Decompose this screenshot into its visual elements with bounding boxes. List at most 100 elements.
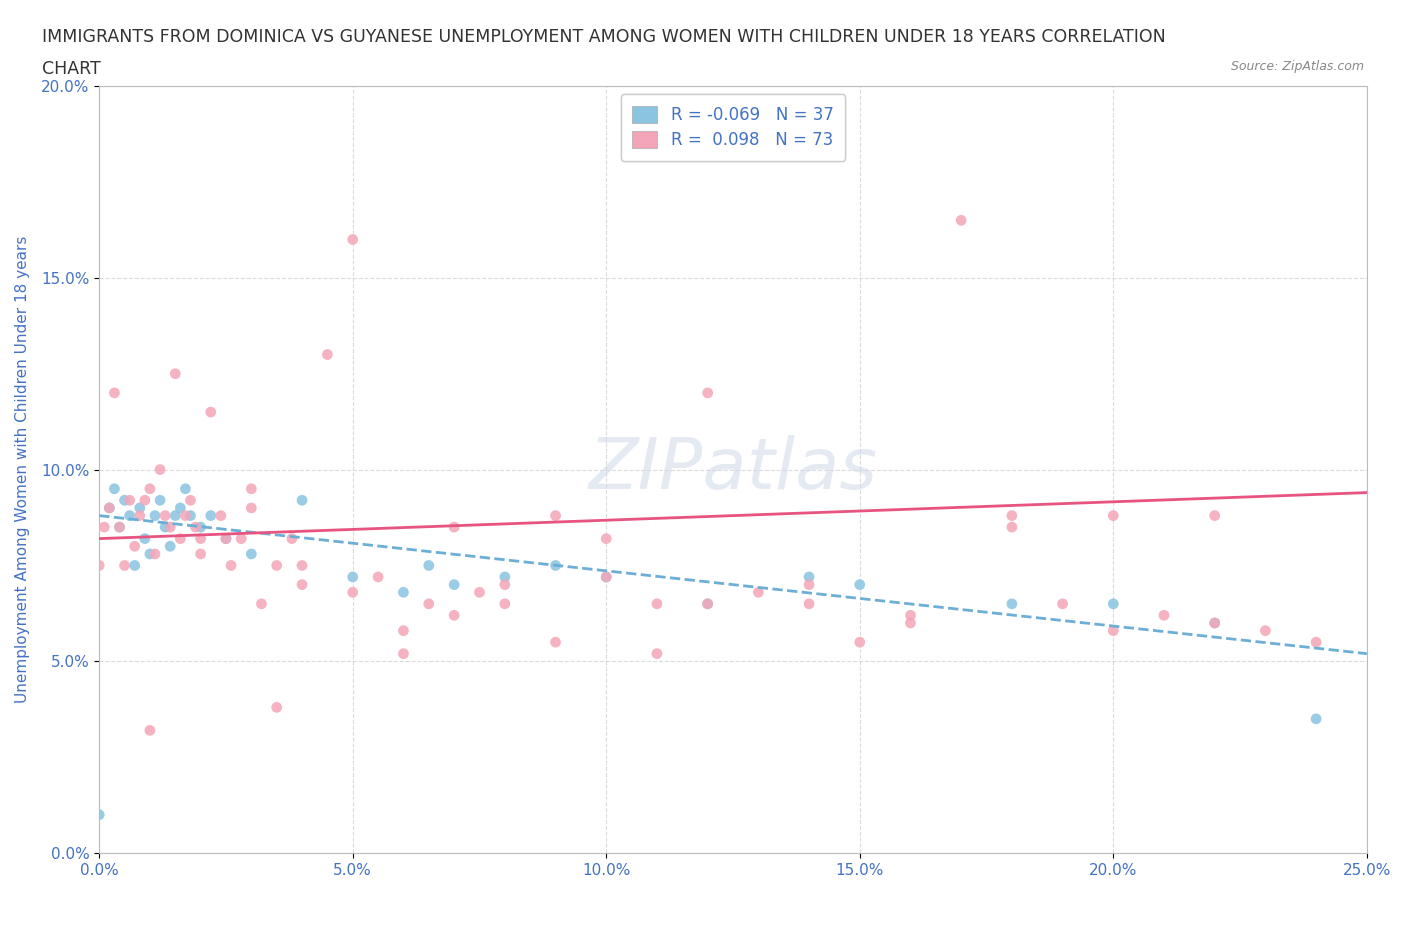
Point [174,508,197,523]
Point [114,558,136,573]
Point [1204,616,1226,631]
Point [219,558,242,573]
Point [153,520,176,535]
Point [143,547,166,562]
Point [849,578,872,592]
Point [139,547,162,562]
Point [418,596,440,611]
Point [1305,634,1327,649]
Point [900,616,922,631]
Point [200,508,222,523]
Point [1001,508,1024,523]
Point [103,482,125,497]
Point [1254,623,1277,638]
Point [134,493,156,508]
Point [1001,520,1024,535]
Point [342,585,364,600]
Point [544,508,567,523]
Point [1305,711,1327,726]
Point [118,493,141,508]
Point [98,500,121,515]
Point [443,608,465,623]
Point [165,508,187,523]
Point [190,547,212,562]
Point [281,531,304,546]
Point [544,634,567,649]
Point [797,578,820,592]
Point [316,347,339,362]
Text: CHART: CHART [42,60,101,78]
Point [1204,616,1226,631]
Point [1102,596,1125,611]
Point [169,531,191,546]
Point [124,558,146,573]
Point [209,508,232,523]
Point [291,558,314,573]
Point [215,531,238,546]
Point [169,500,191,515]
Point [200,405,222,419]
Point [392,623,415,638]
Point [134,531,156,546]
Point [108,520,131,535]
Point [595,531,617,546]
Point [190,531,212,546]
Text: ZIPatlas: ZIPatlas [589,435,877,504]
Point [139,482,162,497]
Point [544,558,567,573]
Point [114,493,136,508]
Point [118,508,141,523]
Point [89,807,111,822]
Point [159,520,181,535]
Point [696,596,718,611]
Point [696,596,718,611]
Point [266,558,288,573]
Point [595,569,617,584]
Point [950,213,973,228]
Point [124,538,146,553]
Point [93,520,115,535]
Point [240,500,263,515]
Point [174,482,197,497]
Point [342,232,364,247]
Point [291,578,314,592]
Text: Source: ZipAtlas.com: Source: ZipAtlas.com [1230,60,1364,73]
Point [153,508,176,523]
Point [179,508,201,523]
Point [595,569,617,584]
Point [128,508,150,523]
Point [443,578,465,592]
Point [190,520,212,535]
Point [250,596,273,611]
Point [494,569,516,584]
Y-axis label: Unemployment Among Women with Children Under 18 years: Unemployment Among Women with Children U… [15,236,30,703]
Point [392,646,415,661]
Point [797,569,820,584]
Point [165,366,187,381]
Point [179,493,201,508]
Point [747,585,769,600]
Point [1102,623,1125,638]
Point [240,547,263,562]
Point [108,520,131,535]
Point [392,585,415,600]
Point [418,558,440,573]
Point [494,596,516,611]
Point [1001,596,1024,611]
Point [696,385,718,400]
Point [900,608,922,623]
Point [103,385,125,400]
Point [797,596,820,611]
Point [240,482,263,497]
Point [367,569,389,584]
Point [143,508,166,523]
Point [443,520,465,535]
Point [266,700,288,715]
Point [494,578,516,592]
Point [184,520,207,535]
Text: IMMIGRANTS FROM DOMINICA VS GUYANESE UNEMPLOYMENT AMONG WOMEN WITH CHILDREN UNDE: IMMIGRANTS FROM DOMINICA VS GUYANESE UNE… [42,28,1166,46]
Point [98,500,121,515]
Point [1204,508,1226,523]
Point [645,596,668,611]
Point [849,634,872,649]
